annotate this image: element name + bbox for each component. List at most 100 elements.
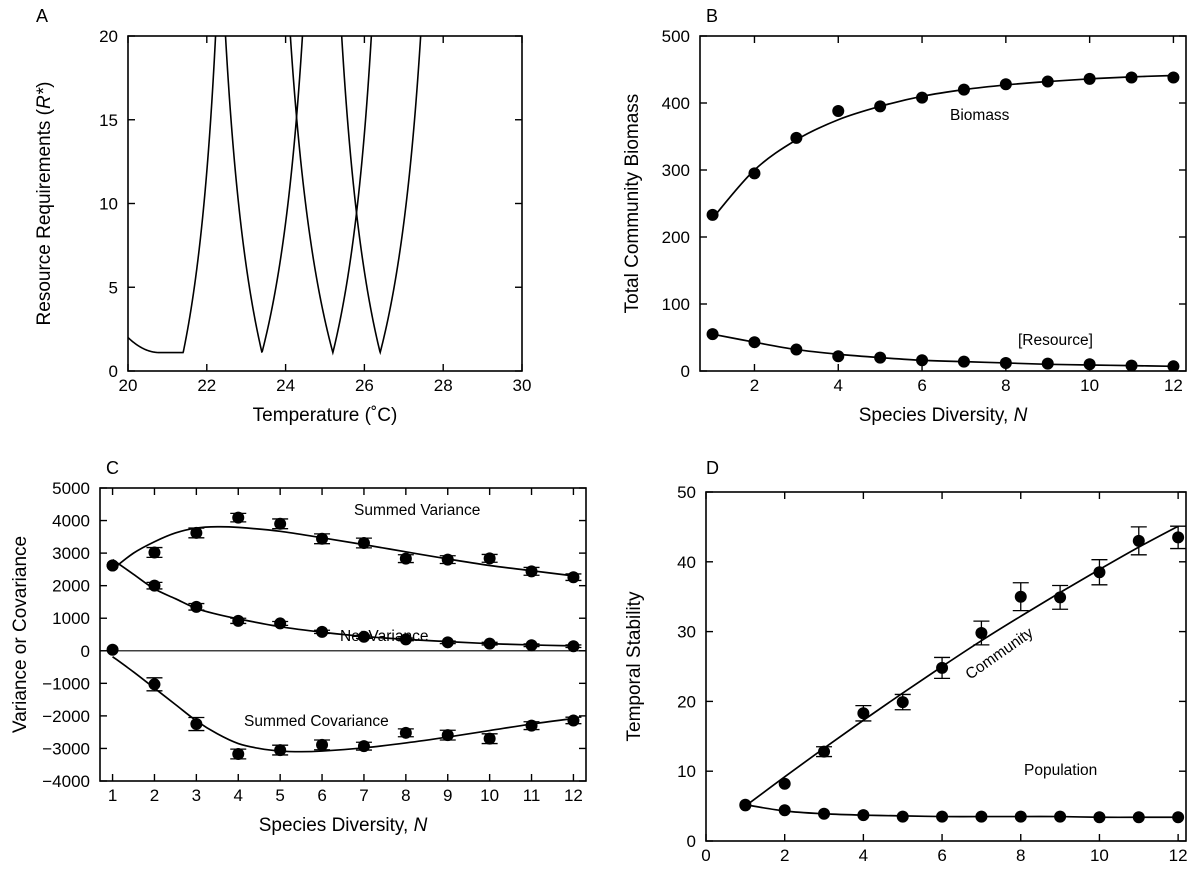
data-point: [790, 131, 803, 144]
series-biomass: [706, 71, 1180, 221]
plot-frame: [699, 35, 1187, 372]
y-tick-label: 30: [677, 623, 696, 642]
y-tick-label: −1000: [42, 674, 90, 693]
fit-line: [745, 803, 1179, 819]
panel-b: B 2 4 6 8 10 12 0 100 200 300 400 500 Species Diversi…: [622, 6, 1187, 426]
data-point: [975, 626, 988, 639]
x-tick-label: 4: [234, 786, 243, 805]
x-tick-label: 1: [108, 786, 117, 805]
y-tick-label: 100: [662, 295, 690, 314]
y-tick-label: 1000: [52, 609, 90, 628]
y-tick-label: 3000: [52, 544, 90, 563]
y-tick-label: 400: [662, 94, 690, 113]
x-tick-label: 10: [480, 786, 499, 805]
x-tick-label: 12: [564, 786, 583, 805]
panel-label: D: [706, 458, 719, 478]
series-label: [Resource]: [1018, 332, 1093, 349]
y-tick-label: 20: [677, 692, 696, 711]
x-tick-label: 0: [701, 846, 710, 865]
x-tick-label: 28: [434, 376, 453, 395]
data-point: [441, 636, 454, 649]
data-point: [1172, 811, 1185, 824]
data-point: [357, 740, 370, 753]
data-point: [916, 91, 929, 104]
series-label: Summed Covariance: [244, 713, 389, 730]
data-point: [832, 105, 845, 118]
data-point: [525, 639, 538, 652]
x-tick-label: 24: [276, 376, 295, 395]
data-point: [483, 732, 496, 745]
data-point: [957, 83, 970, 96]
y-axis-label-part: R*: [34, 87, 55, 109]
x-tick-label: 9: [443, 786, 452, 805]
data-point: [1125, 359, 1138, 371]
x-tick-label: 2: [150, 786, 159, 805]
data-point: [1093, 811, 1106, 824]
x-axis-label: Temperature (˚C): [253, 405, 398, 426]
x-tick-label: 8: [401, 786, 410, 805]
series-population: [739, 799, 1185, 824]
series-net-variance: [106, 558, 582, 653]
y-tick-label: 50: [677, 483, 696, 502]
data-point: [399, 552, 412, 565]
requirement-curve-3: [289, 36, 373, 356]
y-tick-label: 0: [687, 832, 696, 851]
data-point: [1172, 531, 1185, 544]
x-tick-label: 8: [1016, 846, 1025, 865]
data-point: [274, 617, 287, 630]
x-tick-label: 4: [834, 376, 843, 395]
data-point: [106, 643, 119, 656]
x-tick-label: 12: [1169, 846, 1188, 865]
data-point: [190, 600, 203, 613]
data-point: [874, 100, 887, 113]
data-point: [316, 532, 329, 545]
y-tick-label: −3000: [42, 739, 90, 758]
data-point: [1093, 566, 1106, 579]
x-tick-label: 8: [1001, 376, 1010, 395]
x-tick-label: 10: [1080, 376, 1099, 395]
y-tick-label: 5000: [52, 479, 90, 498]
x-tick-label: 22: [197, 376, 216, 395]
y-axis-label-part: ): [34, 82, 55, 88]
x-tick-label: 6: [317, 786, 326, 805]
data-point: [525, 565, 538, 578]
series-community: [739, 525, 1186, 811]
data-point: [1132, 811, 1145, 824]
y-tick-label: 0: [81, 642, 90, 661]
plot-data: [739, 525, 1186, 824]
data-point: [316, 738, 329, 751]
data-point: [525, 719, 538, 732]
data-point: [357, 630, 370, 643]
data-point: [441, 553, 454, 566]
y-tick-label: 15: [99, 111, 118, 130]
data-point: [1054, 810, 1067, 823]
x-axis-label-part: Species Diversity,: [859, 405, 1014, 426]
data-point: [1167, 71, 1180, 84]
data-point: [748, 336, 761, 349]
data-point: [857, 707, 870, 720]
plot-data: [706, 71, 1180, 371]
x-axis-label-part: Species Diversity,: [259, 815, 414, 836]
panel-d: D02468101201020304050Species Diversity, …: [624, 458, 1188, 865]
data-point: [1014, 810, 1027, 823]
data-point: [790, 343, 803, 356]
y-axis-label: Temporal Stability: [624, 591, 645, 741]
data-point: [975, 810, 988, 823]
data-point: [832, 350, 845, 363]
y-tick-label: 10: [677, 762, 696, 781]
x-tick-label: 3: [192, 786, 201, 805]
y-tick-label: 0: [681, 362, 690, 381]
x-tick-label: 7: [359, 786, 368, 805]
plot-frame: [99, 487, 587, 782]
x-tick-label: 20: [119, 376, 138, 395]
y-axis-label-part: Resource Requirements (: [34, 108, 55, 325]
data-point: [148, 546, 161, 559]
data-point: [483, 552, 496, 565]
x-tick-label: 11: [523, 786, 541, 805]
data-point: [706, 208, 719, 221]
data-point: [1054, 591, 1067, 604]
data-point: [232, 511, 245, 524]
data-point: [999, 78, 1012, 91]
series-resource: [706, 328, 1180, 371]
data-point: [399, 633, 412, 646]
